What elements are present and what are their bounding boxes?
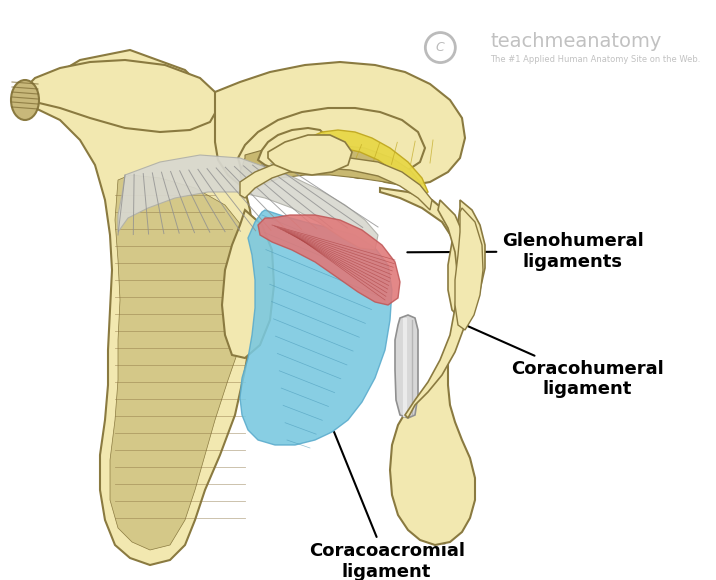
Polygon shape bbox=[395, 315, 418, 418]
Text: C: C bbox=[436, 41, 445, 54]
Text: Coracoacromial
ligament: Coracoacromial ligament bbox=[309, 432, 465, 580]
Polygon shape bbox=[455, 208, 483, 330]
Text: Coracohumeral
ligament: Coracohumeral ligament bbox=[461, 323, 664, 398]
Text: teachmeanatomy: teachmeanatomy bbox=[490, 32, 662, 51]
Polygon shape bbox=[240, 158, 432, 210]
Polygon shape bbox=[30, 50, 258, 565]
Polygon shape bbox=[118, 155, 378, 250]
Polygon shape bbox=[258, 215, 400, 305]
Text: The #1 Applied Human Anatomy Site on the Web.: The #1 Applied Human Anatomy Site on the… bbox=[490, 55, 701, 64]
Polygon shape bbox=[380, 188, 475, 545]
Polygon shape bbox=[448, 200, 485, 320]
Polygon shape bbox=[240, 145, 420, 192]
Polygon shape bbox=[20, 60, 218, 132]
Polygon shape bbox=[110, 175, 252, 550]
Polygon shape bbox=[222, 210, 274, 358]
Polygon shape bbox=[292, 130, 428, 196]
Polygon shape bbox=[258, 128, 330, 172]
Ellipse shape bbox=[11, 80, 39, 120]
Polygon shape bbox=[240, 210, 392, 445]
Polygon shape bbox=[215, 62, 465, 186]
Polygon shape bbox=[268, 135, 352, 175]
Text: Glenohumeral
ligaments: Glenohumeral ligaments bbox=[407, 232, 644, 271]
Polygon shape bbox=[405, 200, 470, 418]
